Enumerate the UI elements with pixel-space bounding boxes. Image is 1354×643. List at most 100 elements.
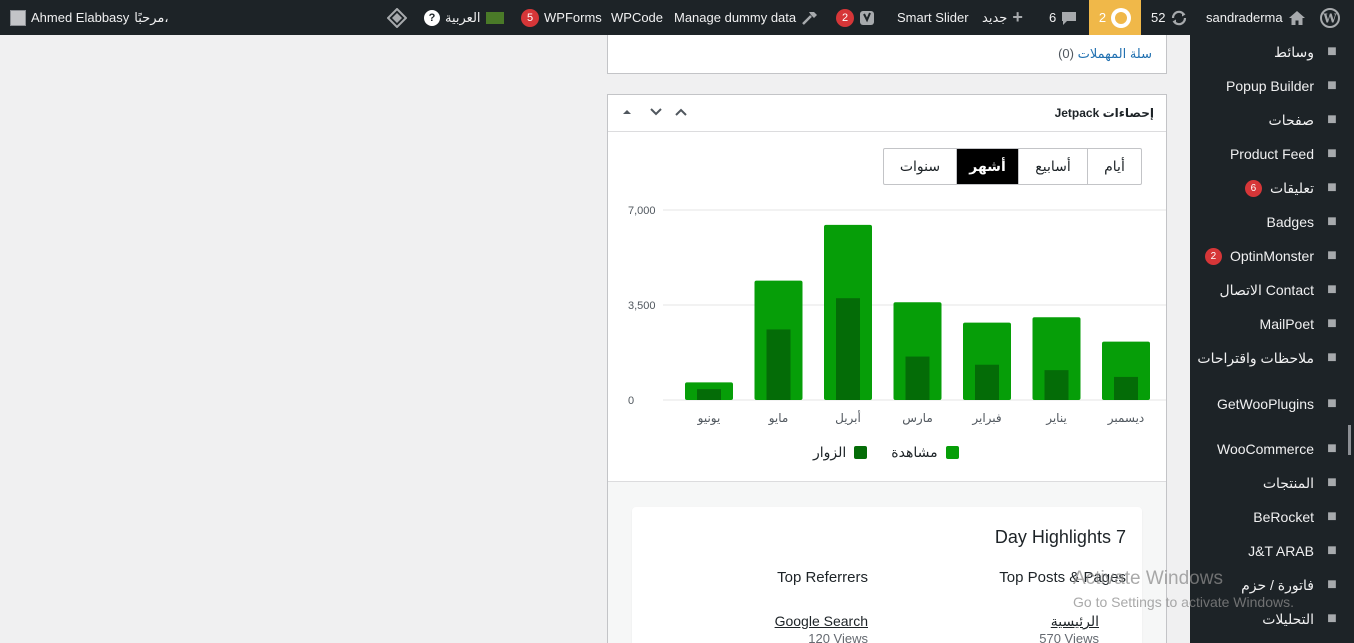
sidebar-item-1[interactable]: وسائط ■ <box>1190 35 1354 69</box>
trash-count: (0) <box>1058 46 1074 61</box>
top-post-link[interactable]: الرئيسية <box>1050 613 1099 629</box>
top-referrer-link[interactable]: Google Search <box>774 613 868 629</box>
yoast-seo-link[interactable]: 2 <box>836 0 875 35</box>
new-content-link[interactable]: جديد + <box>982 0 1023 35</box>
sidebar-item-12[interactable]: WooCommerce ■ <box>1190 432 1354 466</box>
sidebar-item-8[interactable]: الاتصال Contact ■ <box>1190 273 1354 307</box>
plugin-notice-count: 2 <box>1098 10 1107 25</box>
sidebar-item-label: فاتورة / حزم <box>1241 576 1314 593</box>
wpforms-link[interactable]: 5 WPForms <box>521 0 602 35</box>
language-switcher[interactable]: ? العربية <box>424 0 504 35</box>
sidebar-item-9[interactable]: MailPoet ■ <box>1190 307 1354 341</box>
y-tick-label: 3,500 <box>628 300 656 312</box>
sidebar-item-badge: 6 <box>1244 179 1262 197</box>
diamond-icon[interactable] <box>387 0 407 35</box>
top-posts-title: Top Posts & Pages <box>999 569 1126 586</box>
legend-views-swatch <box>945 446 959 459</box>
watermark-line1: Activate Windows <box>1073 568 1223 589</box>
sun-icon <box>1111 7 1132 28</box>
badge-icon: ■ <box>1327 213 1337 230</box>
tab-days[interactable]: أيام <box>1087 149 1141 184</box>
user-name: Ahmed Elabbasy <box>31 10 130 25</box>
legend-views[interactable]: مشاهدة <box>891 444 959 461</box>
bar-visitors[interactable] <box>975 364 999 400</box>
move-down-icon[interactable] <box>649 105 663 122</box>
tab-months[interactable]: أشهر <box>956 149 1018 184</box>
bar-visitors[interactable] <box>766 329 791 400</box>
admin-bar: W sandraderma 52 2 6 جديد + Smart Slider… <box>0 0 1354 35</box>
scrollbar-thumb[interactable] <box>1348 425 1351 455</box>
wpforms-count-badge: 5 <box>521 8 539 27</box>
invoice-icon: ■ <box>1327 576 1337 593</box>
pages-icon: ■ <box>1327 111 1337 128</box>
site-name-link[interactable]: sandraderma <box>1206 0 1306 35</box>
sidebar-item-7[interactable]: 2 OptinMonster ■ <box>1190 239 1354 273</box>
trash-link[interactable]: سلة المهملات <box>1077 46 1152 61</box>
my-account-link[interactable]: Ahmed Elabbasy مرحبًا، <box>10 0 169 35</box>
wpforms-label: WPForms <box>544 10 602 25</box>
jetpack-stats-widget: إحصاءات Jetpack سنوات أشهر أسابيع أيام 0… <box>607 94 1167 643</box>
sidebar-item-16[interactable]: فاتورة / حزم ■ <box>1190 568 1354 602</box>
monster-icon: ■ <box>1327 247 1337 264</box>
sidebar-item-14[interactable]: BeRocket ■ <box>1190 500 1354 534</box>
refresh-icon <box>1170 9 1188 27</box>
sidebar-item-6[interactable]: Badges ■ <box>1190 205 1354 239</box>
wpcode-link[interactable]: WPCode <box>611 0 663 35</box>
sidebar-item-label: وسائط <box>1274 43 1314 60</box>
sidebar-item-10[interactable]: ملاحظات واقتراحات ■ <box>1190 341 1354 375</box>
sidebar-item-badge: 2 <box>1204 247 1222 265</box>
greeting-label: مرحبًا، <box>134 9 169 25</box>
bar-visitors[interactable] <box>1114 376 1138 400</box>
x-tick-label: مايو <box>768 411 789 426</box>
archive-icon: ■ <box>1327 474 1337 491</box>
sidebar-item-label: J&T ARAB <box>1248 543 1314 559</box>
move-up-icon[interactable] <box>674 105 688 122</box>
legend-views-label: مشاهدة <box>891 444 938 460</box>
x-tick-label: يناير <box>1045 411 1067 426</box>
tab-years[interactable]: سنوات <box>899 158 941 174</box>
sidebar-item-label: الاتصال Contact <box>1219 281 1315 298</box>
toggle-panel-icon[interactable] <box>621 105 633 122</box>
windows-activation-watermark: Activate Windows Go to Settings to activ… <box>1073 568 1294 610</box>
home-icon <box>1288 10 1306 26</box>
bar-visitors[interactable] <box>1044 370 1069 400</box>
language-label: العربية <box>445 9 481 25</box>
sidebar-item-13[interactable]: المنتجات ■ <box>1190 466 1354 500</box>
sidebar-item-17[interactable]: التحليلات ■ <box>1190 602 1354 636</box>
sidebar-item-label: Popup Builder <box>1226 78 1314 94</box>
wordpress-logo-icon[interactable]: W <box>1320 0 1340 35</box>
mailpoet-icon: ■ <box>1327 315 1337 332</box>
plugin-notice-button[interactable]: 2 <box>1089 0 1141 35</box>
sidebar-item-label: GetWooPlugins <box>1216 396 1314 412</box>
bar-visitors[interactable] <box>836 298 860 400</box>
yoast-count-badge: 2 <box>836 8 854 27</box>
avatar <box>10 9 26 26</box>
cart-icon: ■ <box>1327 145 1337 162</box>
sidebar-item-4[interactable]: Product Feed ■ <box>1190 137 1354 171</box>
sidebar-item-3[interactable]: صفحات ■ <box>1190 103 1354 137</box>
smart-slider-link[interactable]: Smart Slider <box>897 0 969 35</box>
svg-text:W: W <box>1322 11 1337 25</box>
tab-weeks[interactable]: أسابيع <box>1018 149 1087 184</box>
bar-visitors[interactable] <box>905 356 930 400</box>
sidebar-item-label: WooCommerce <box>1217 441 1314 457</box>
period-tabs: سنوات أشهر أسابيع أيام <box>883 148 1142 185</box>
sidebar-item-15[interactable]: J&T ARAB ■ <box>1190 534 1354 568</box>
posts-summary-panel: سلة المهملات (0) <box>607 35 1167 74</box>
updates-link[interactable]: 52 <box>1151 0 1188 35</box>
legend-visitors[interactable]: الزوار <box>813 444 868 461</box>
x-tick-label: أبريل <box>835 410 861 426</box>
y-tick-label: 7,000 <box>628 205 656 217</box>
sidebar-item-2[interactable]: Popup Builder ■ <box>1190 69 1354 103</box>
sidebar-item-label: Badges <box>1266 214 1314 230</box>
bar-visitors[interactable] <box>697 389 721 400</box>
manage-dummy-data-link[interactable]: Manage dummy data <box>674 0 819 35</box>
comments-link[interactable]: 6 <box>1049 0 1077 35</box>
sidebar-item-label: تعليقات <box>1269 179 1314 196</box>
sidebar-item-5[interactable]: 6 تعليقات ■ <box>1190 171 1354 205</box>
media-icon: ■ <box>1327 43 1337 60</box>
sidebar-item-11[interactable]: GetWooPlugins ■ <box>1190 387 1354 421</box>
y-tick-label: 0 <box>628 395 634 407</box>
comment-icon <box>1061 10 1077 26</box>
yoast-icon <box>859 10 875 26</box>
